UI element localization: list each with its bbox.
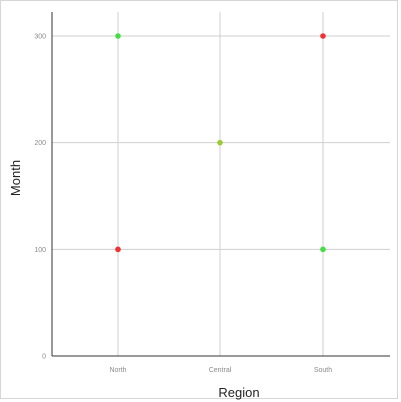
y-tick-label-300: 300	[34, 34, 46, 41]
grid	[52, 12, 390, 356]
data-point-south-300	[320, 33, 326, 39]
y-tick-label-0: 0	[42, 354, 46, 361]
y-axis-title: Month	[8, 160, 23, 196]
x-tick-label-central: Central	[209, 367, 232, 374]
y-tick-labels: 0 100 200 300	[34, 34, 46, 361]
y-tick-label-100: 100	[34, 247, 46, 254]
x-axis-title: Region	[218, 385, 259, 400]
x-tick-label-south: South	[314, 367, 332, 374]
y-tick-label-200: 200	[34, 140, 46, 147]
data-point-north-300	[115, 33, 121, 39]
data-point-south-100	[320, 246, 326, 253]
x-tick-labels: North Central South	[109, 367, 332, 374]
data-points	[115, 33, 326, 253]
x-tick-label-north: North	[109, 367, 126, 374]
data-point-central-200	[217, 139, 223, 146]
data-point-north-100	[115, 246, 121, 253]
